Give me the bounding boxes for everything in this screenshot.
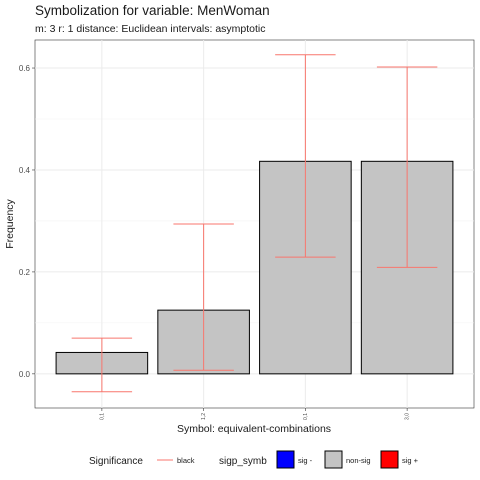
y-tick-label-3: 0.6 [19,64,31,73]
x-axis-title: Symbol: equivalent-combinations [177,423,331,435]
legend-key-non-sig [324,450,343,469]
error-bar-0 [71,337,133,393]
legend-label-non-sig: non-sig [346,456,371,465]
legend-key-sig-minus [276,450,295,469]
legend-significance-title: Significance [89,456,143,467]
chart-title: Symbolization for variable: MenWoman [35,3,270,18]
error-bars [71,54,438,393]
y-tick-label-1: 0.2 [19,268,31,277]
x-axis: 0,1 1,2 0,1 3,0 [99,408,411,420]
x-tick-label-3: 3,0 [405,413,411,420]
y-axis-title: Frequency [4,198,16,248]
x-tick-label-0: 0,1 [99,413,105,420]
legend-label-sig-minus: sig - [298,456,313,465]
x-tick-label-2: 0,1 [303,413,309,420]
legend-sigp-title: sigp_symb [219,456,267,467]
y-tick-label-2: 0.4 [19,166,31,175]
y-tick-label-0: 0.0 [19,370,31,379]
legend-significance-entry: black [177,456,195,465]
legend-label-sig-plus: sig + [402,456,419,465]
y-axis: 0.0 0.2 0.4 0.6 [19,64,35,379]
error-bar-2 [275,54,336,258]
legend-key-sig-plus [380,450,399,469]
chart-subtitle: m: 3 r: 1 distance: Euclidean intervals:… [35,23,266,35]
x-tick-label-1: 1,2 [201,413,207,420]
error-bar-1 [173,223,234,371]
legend: Significance black sigp_symb sig - non-s… [89,450,419,469]
error-bar-3 [376,66,438,268]
